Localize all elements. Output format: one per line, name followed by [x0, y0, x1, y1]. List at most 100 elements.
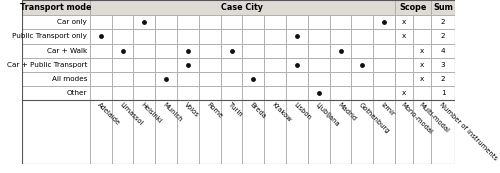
Bar — [432, 86, 454, 100]
Bar — [22, 15, 90, 29]
Bar — [432, 72, 454, 86]
Bar — [286, 100, 308, 164]
Text: Transport mode: Transport mode — [20, 3, 92, 12]
Bar — [199, 100, 220, 164]
Text: x: x — [402, 90, 406, 96]
Text: Mono-modal: Mono-modal — [400, 101, 434, 135]
Bar — [134, 100, 155, 164]
Text: Public Transport only: Public Transport only — [12, 33, 87, 39]
Bar — [177, 86, 199, 100]
Text: x: x — [420, 76, 424, 82]
Bar — [112, 72, 134, 86]
Bar — [330, 44, 351, 58]
Text: 2: 2 — [440, 76, 446, 82]
Bar — [395, 72, 413, 86]
Text: Turin: Turin — [228, 101, 244, 117]
Bar — [134, 58, 155, 72]
Bar — [242, 58, 264, 72]
Bar — [308, 86, 330, 100]
Bar — [264, 72, 286, 86]
Bar — [112, 15, 134, 29]
Bar — [155, 58, 177, 72]
Bar — [242, 86, 264, 100]
Bar — [286, 44, 308, 58]
Bar — [395, 44, 413, 58]
Bar — [373, 72, 395, 86]
Bar — [220, 100, 242, 164]
Text: 4: 4 — [440, 48, 446, 54]
Bar — [22, 44, 90, 58]
Bar — [177, 29, 199, 44]
Bar — [155, 29, 177, 44]
Bar — [220, 86, 242, 100]
Text: 2: 2 — [440, 33, 446, 39]
Bar — [112, 29, 134, 44]
Bar — [134, 44, 155, 58]
Bar — [373, 29, 395, 44]
Bar — [413, 72, 432, 86]
Bar — [352, 72, 373, 86]
Bar — [177, 72, 199, 86]
Text: x: x — [420, 48, 424, 54]
Bar — [373, 86, 395, 100]
Bar — [155, 100, 177, 164]
Bar — [330, 15, 351, 29]
Text: Breda: Breda — [249, 101, 268, 120]
Bar — [352, 100, 373, 164]
Bar — [155, 72, 177, 86]
Text: Scope: Scope — [400, 3, 427, 12]
Bar — [286, 58, 308, 72]
Bar — [395, 100, 413, 164]
Bar — [220, 15, 242, 29]
Bar — [177, 15, 199, 29]
Bar — [432, 58, 454, 72]
Text: Krakow: Krakow — [271, 101, 292, 123]
Bar — [352, 44, 373, 58]
Bar — [352, 29, 373, 44]
Bar — [264, 86, 286, 100]
Text: All modes: All modes — [52, 76, 87, 82]
Bar — [112, 58, 134, 72]
Bar — [90, 15, 112, 29]
Bar — [134, 15, 155, 29]
Bar — [90, 72, 112, 86]
Bar — [242, 44, 264, 58]
Bar — [22, 0, 90, 15]
Bar — [330, 100, 351, 164]
Bar — [220, 58, 242, 72]
Bar — [395, 15, 413, 29]
Bar — [90, 86, 112, 100]
Text: x: x — [402, 19, 406, 25]
Bar — [330, 86, 351, 100]
Bar — [264, 58, 286, 72]
Bar — [308, 72, 330, 86]
Bar — [264, 100, 286, 164]
Bar — [90, 100, 112, 164]
Bar — [413, 58, 432, 72]
Bar — [432, 29, 454, 44]
Text: Number of instruments: Number of instruments — [439, 101, 499, 161]
Bar — [264, 44, 286, 58]
Bar — [242, 29, 264, 44]
Bar — [432, 100, 454, 164]
Text: Ljubljana: Ljubljana — [314, 101, 340, 127]
Bar — [155, 86, 177, 100]
Text: Helsinki: Helsinki — [140, 101, 163, 124]
Bar — [112, 100, 134, 164]
Bar — [90, 0, 395, 15]
Bar — [352, 86, 373, 100]
Bar — [242, 15, 264, 29]
Bar — [413, 86, 432, 100]
Bar — [90, 44, 112, 58]
Bar — [199, 44, 220, 58]
Bar — [432, 15, 454, 29]
Text: Izmir: Izmir — [380, 101, 396, 117]
Bar — [286, 15, 308, 29]
Bar — [199, 72, 220, 86]
Bar — [395, 29, 413, 44]
Bar — [395, 58, 413, 72]
Bar — [90, 29, 112, 44]
Bar — [155, 44, 177, 58]
Bar — [155, 15, 177, 29]
Bar — [395, 0, 432, 15]
